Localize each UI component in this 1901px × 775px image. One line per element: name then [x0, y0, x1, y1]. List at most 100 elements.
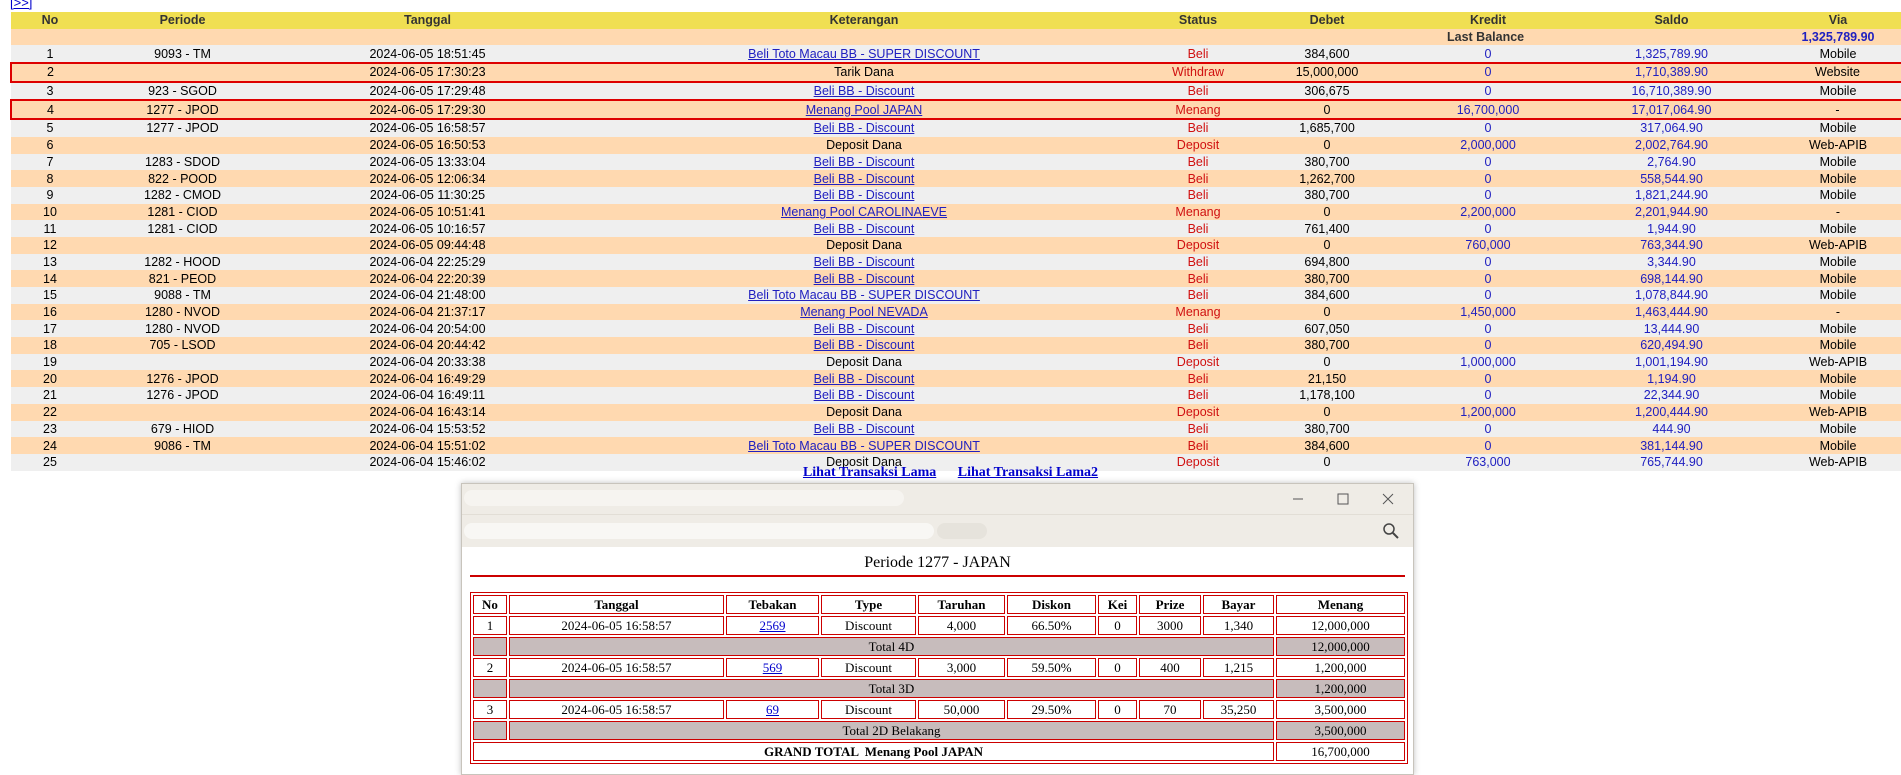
title-bar [462, 484, 1413, 514]
old-transactions-link-2[interactable]: Lihat Transaksi Lama2 [957, 465, 1099, 480]
via: Mobile [1774, 370, 1901, 388]
row-no: 13 [11, 253, 89, 271]
blurred-address [464, 523, 934, 539]
keterangan[interactable]: Beli BB - Discount [579, 186, 1149, 204]
saldo: 22,344.90 [1569, 387, 1774, 404]
bet-cell[interactable]: 69 [726, 700, 819, 719]
kredit: 1,000,000 [1407, 353, 1569, 371]
saldo: 444.90 [1569, 420, 1774, 438]
tanggal: 2024-06-04 16:49:29 [276, 370, 579, 388]
transaction-row: 18 705 - LSOD 2024-06-04 20:44:42 Beli BB -… [11, 337, 1901, 354]
bet-cell[interactable]: 2569 [726, 616, 819, 635]
address-bar [462, 514, 1413, 547]
keterangan[interactable]: Menang Pool JAPAN [579, 99, 1149, 121]
status: Beli [1149, 81, 1247, 101]
tanggal: 2024-06-04 20:54:00 [276, 320, 579, 338]
status: Menang [1149, 203, 1247, 221]
row-no: 17 [11, 320, 89, 338]
column-header: Tanggal [276, 12, 579, 29]
debet: 694,800 [1247, 253, 1407, 271]
status: Beli [1149, 253, 1247, 271]
close[interactable] [1382, 493, 1394, 505]
nav-link[interactable]: [>>] [10, 0, 33, 10]
bet-cell[interactable]: 569 [726, 658, 819, 677]
old-transactions-link[interactable]: Lihat Transaksi Lama [802, 465, 937, 480]
bet-cell: 0 [1098, 658, 1137, 677]
saldo: 1,194.90 [1569, 370, 1774, 388]
keterangan[interactable]: Beli BB - Discount [579, 320, 1149, 338]
row-no: 23 [11, 420, 89, 438]
bet-cell: 2024-06-05 16:58:57 [509, 700, 724, 719]
bet-column-header: Kei [1098, 595, 1137, 614]
bet-cell: 29.50% [1007, 700, 1096, 719]
row-no: 6 [11, 136, 89, 154]
keterangan[interactable]: Beli BB - Discount [579, 337, 1149, 354]
tanggal: 2024-06-04 15:51:02 [276, 437, 579, 454]
maximize[interactable] [1337, 493, 1349, 505]
periode: 9088 - TM [89, 287, 276, 304]
saldo: 698,144.90 [1569, 270, 1774, 287]
debet: 761,400 [1247, 220, 1407, 237]
keterangan[interactable]: Beli BB - Discount [579, 170, 1149, 187]
debet: 0 [1247, 99, 1407, 121]
via: Mobile [1774, 287, 1901, 304]
kredit: 0 [1407, 320, 1569, 338]
periode: 1283 - SDOD [89, 153, 276, 171]
keterangan[interactable]: Beli BB - Discount [579, 119, 1149, 137]
via: Web-APIB [1774, 403, 1901, 421]
keterangan[interactable]: Beli Toto Macau BB - SUPER DISCOUNT [579, 437, 1149, 454]
saldo: 620,494.90 [1569, 337, 1774, 354]
grand-total-row: GRAND TOTAL Menang Pool JAPAN 16,700,000 [473, 742, 1405, 761]
spacer [473, 679, 507, 698]
transaction-row: 1 9093 - TM 2024-06-05 18:51:45 Beli Toto M… [11, 45, 1901, 64]
grand-total-label: GRAND TOTAL Menang Pool JAPAN [473, 742, 1274, 761]
bet-cell: 3000 [1139, 616, 1201, 635]
keterangan[interactable]: Beli BB - Discount [579, 370, 1149, 388]
row-no: 3 [11, 81, 89, 101]
column-header: Keterangan [579, 12, 1149, 29]
keterangan[interactable]: Beli BB - Discount [579, 220, 1149, 237]
kredit: 0 [1407, 186, 1569, 204]
keterangan[interactable]: Beli BB - Discount [579, 153, 1149, 171]
status: Beli [1149, 45, 1247, 64]
keterangan[interactable]: Beli BB - Discount [579, 270, 1149, 287]
transaction-row: 5 1277 - JPOD 2024-06-05 16:58:57 Beli BB -… [11, 119, 1901, 137]
window-controls[interactable] [1283, 484, 1413, 514]
tanggal: 2024-06-05 11:30:25 [276, 186, 579, 204]
kredit: 1,200,000 [1407, 403, 1569, 421]
keterangan[interactable]: Beli Toto Macau BB - SUPER DISCOUNT [579, 287, 1149, 304]
keterangan[interactable]: Menang Pool CAROLINAEVE [579, 203, 1149, 221]
keterangan[interactable]: Beli BB - Discount [579, 81, 1149, 101]
keterangan[interactable]: Menang Pool NEVADA [579, 303, 1149, 321]
periode: 1280 - NVOD [89, 320, 276, 338]
periode: 1277 - JPOD [89, 99, 276, 121]
debet: 0 [1247, 403, 1407, 421]
bet-cell: 3,000 [918, 658, 1005, 677]
bet-row: 1 2024-06-05 16:58:57 2569 Discount 4,000 66.… [473, 616, 1405, 635]
debet: 0 [1247, 203, 1407, 221]
saldo: 558,544.90 [1569, 170, 1774, 187]
row-no: 16 [11, 303, 89, 321]
spacer [11, 28, 1407, 46]
keterangan[interactable]: Beli Toto Macau BB - SUPER DISCOUNT [579, 45, 1149, 64]
transaction-row: 22 2024-06-04 16:43:14 Deposit Dana Deposit… [11, 403, 1901, 421]
debet: 1,685,700 [1247, 119, 1407, 137]
row-no: 8 [11, 170, 89, 187]
kredit: 0 [1407, 437, 1569, 454]
keterangan[interactable]: Beli BB - Discount [579, 387, 1149, 404]
periode: 1281 - CIOD [89, 220, 276, 237]
debet: 0 [1247, 453, 1407, 471]
kredit: 0 [1407, 253, 1569, 271]
keterangan: Tarik Dana [579, 62, 1149, 83]
saldo: 1,001,194.90 [1569, 353, 1774, 371]
total-value: 12,000,000 [1276, 637, 1405, 656]
keterangan[interactable]: Beli BB - Discount [579, 253, 1149, 271]
kredit: 0 [1407, 45, 1569, 64]
row-no: 24 [11, 437, 89, 454]
total-label: Total 2D Belakang [509, 721, 1274, 740]
keterangan[interactable]: Beli BB - Discount [579, 420, 1149, 438]
kredit: 0 [1407, 62, 1569, 83]
bet-table: No Tanggal Tebakan Type Taruhan Diskon Kei Priz… [470, 592, 1408, 764]
transaction-row: 14 821 - PEOD 2024-06-04 22:20:39 Beli BB -… [11, 270, 1901, 287]
zoom-icon[interactable] [1381, 521, 1401, 541]
